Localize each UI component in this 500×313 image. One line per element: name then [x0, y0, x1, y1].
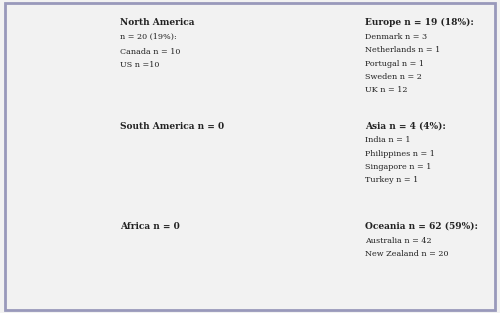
Text: n = 20 (19%):: n = 20 (19%): — [120, 33, 177, 41]
Text: Turkey n = 1: Turkey n = 1 — [365, 176, 418, 184]
Text: US n =10: US n =10 — [120, 61, 160, 69]
Text: New Zealand n = 20: New Zealand n = 20 — [365, 250, 448, 258]
Text: Portugal n = 1: Portugal n = 1 — [365, 60, 424, 68]
Text: Philippines n = 1: Philippines n = 1 — [365, 150, 435, 158]
Text: Africa n = 0: Africa n = 0 — [120, 222, 180, 231]
Text: Australia n = 42: Australia n = 42 — [365, 237, 432, 244]
Text: Canada n = 10: Canada n = 10 — [120, 48, 180, 56]
Text: Sweden n = 2: Sweden n = 2 — [365, 73, 422, 81]
Text: Oceania n = 62 (59%):: Oceania n = 62 (59%): — [365, 222, 478, 231]
Text: North America: North America — [120, 18, 194, 27]
Text: Netherlands n = 1: Netherlands n = 1 — [365, 46, 440, 54]
Text: UK n = 12: UK n = 12 — [365, 86, 408, 94]
Text: India n = 1: India n = 1 — [365, 136, 410, 144]
Text: Europe n = 19 (18%):: Europe n = 19 (18%): — [365, 18, 474, 28]
Text: Singapore n = 1: Singapore n = 1 — [365, 163, 432, 171]
Text: South America n = 0: South America n = 0 — [120, 122, 224, 131]
Text: Asia n = 4 (4%):: Asia n = 4 (4%): — [365, 122, 446, 131]
Text: Denmark n = 3: Denmark n = 3 — [365, 33, 427, 41]
